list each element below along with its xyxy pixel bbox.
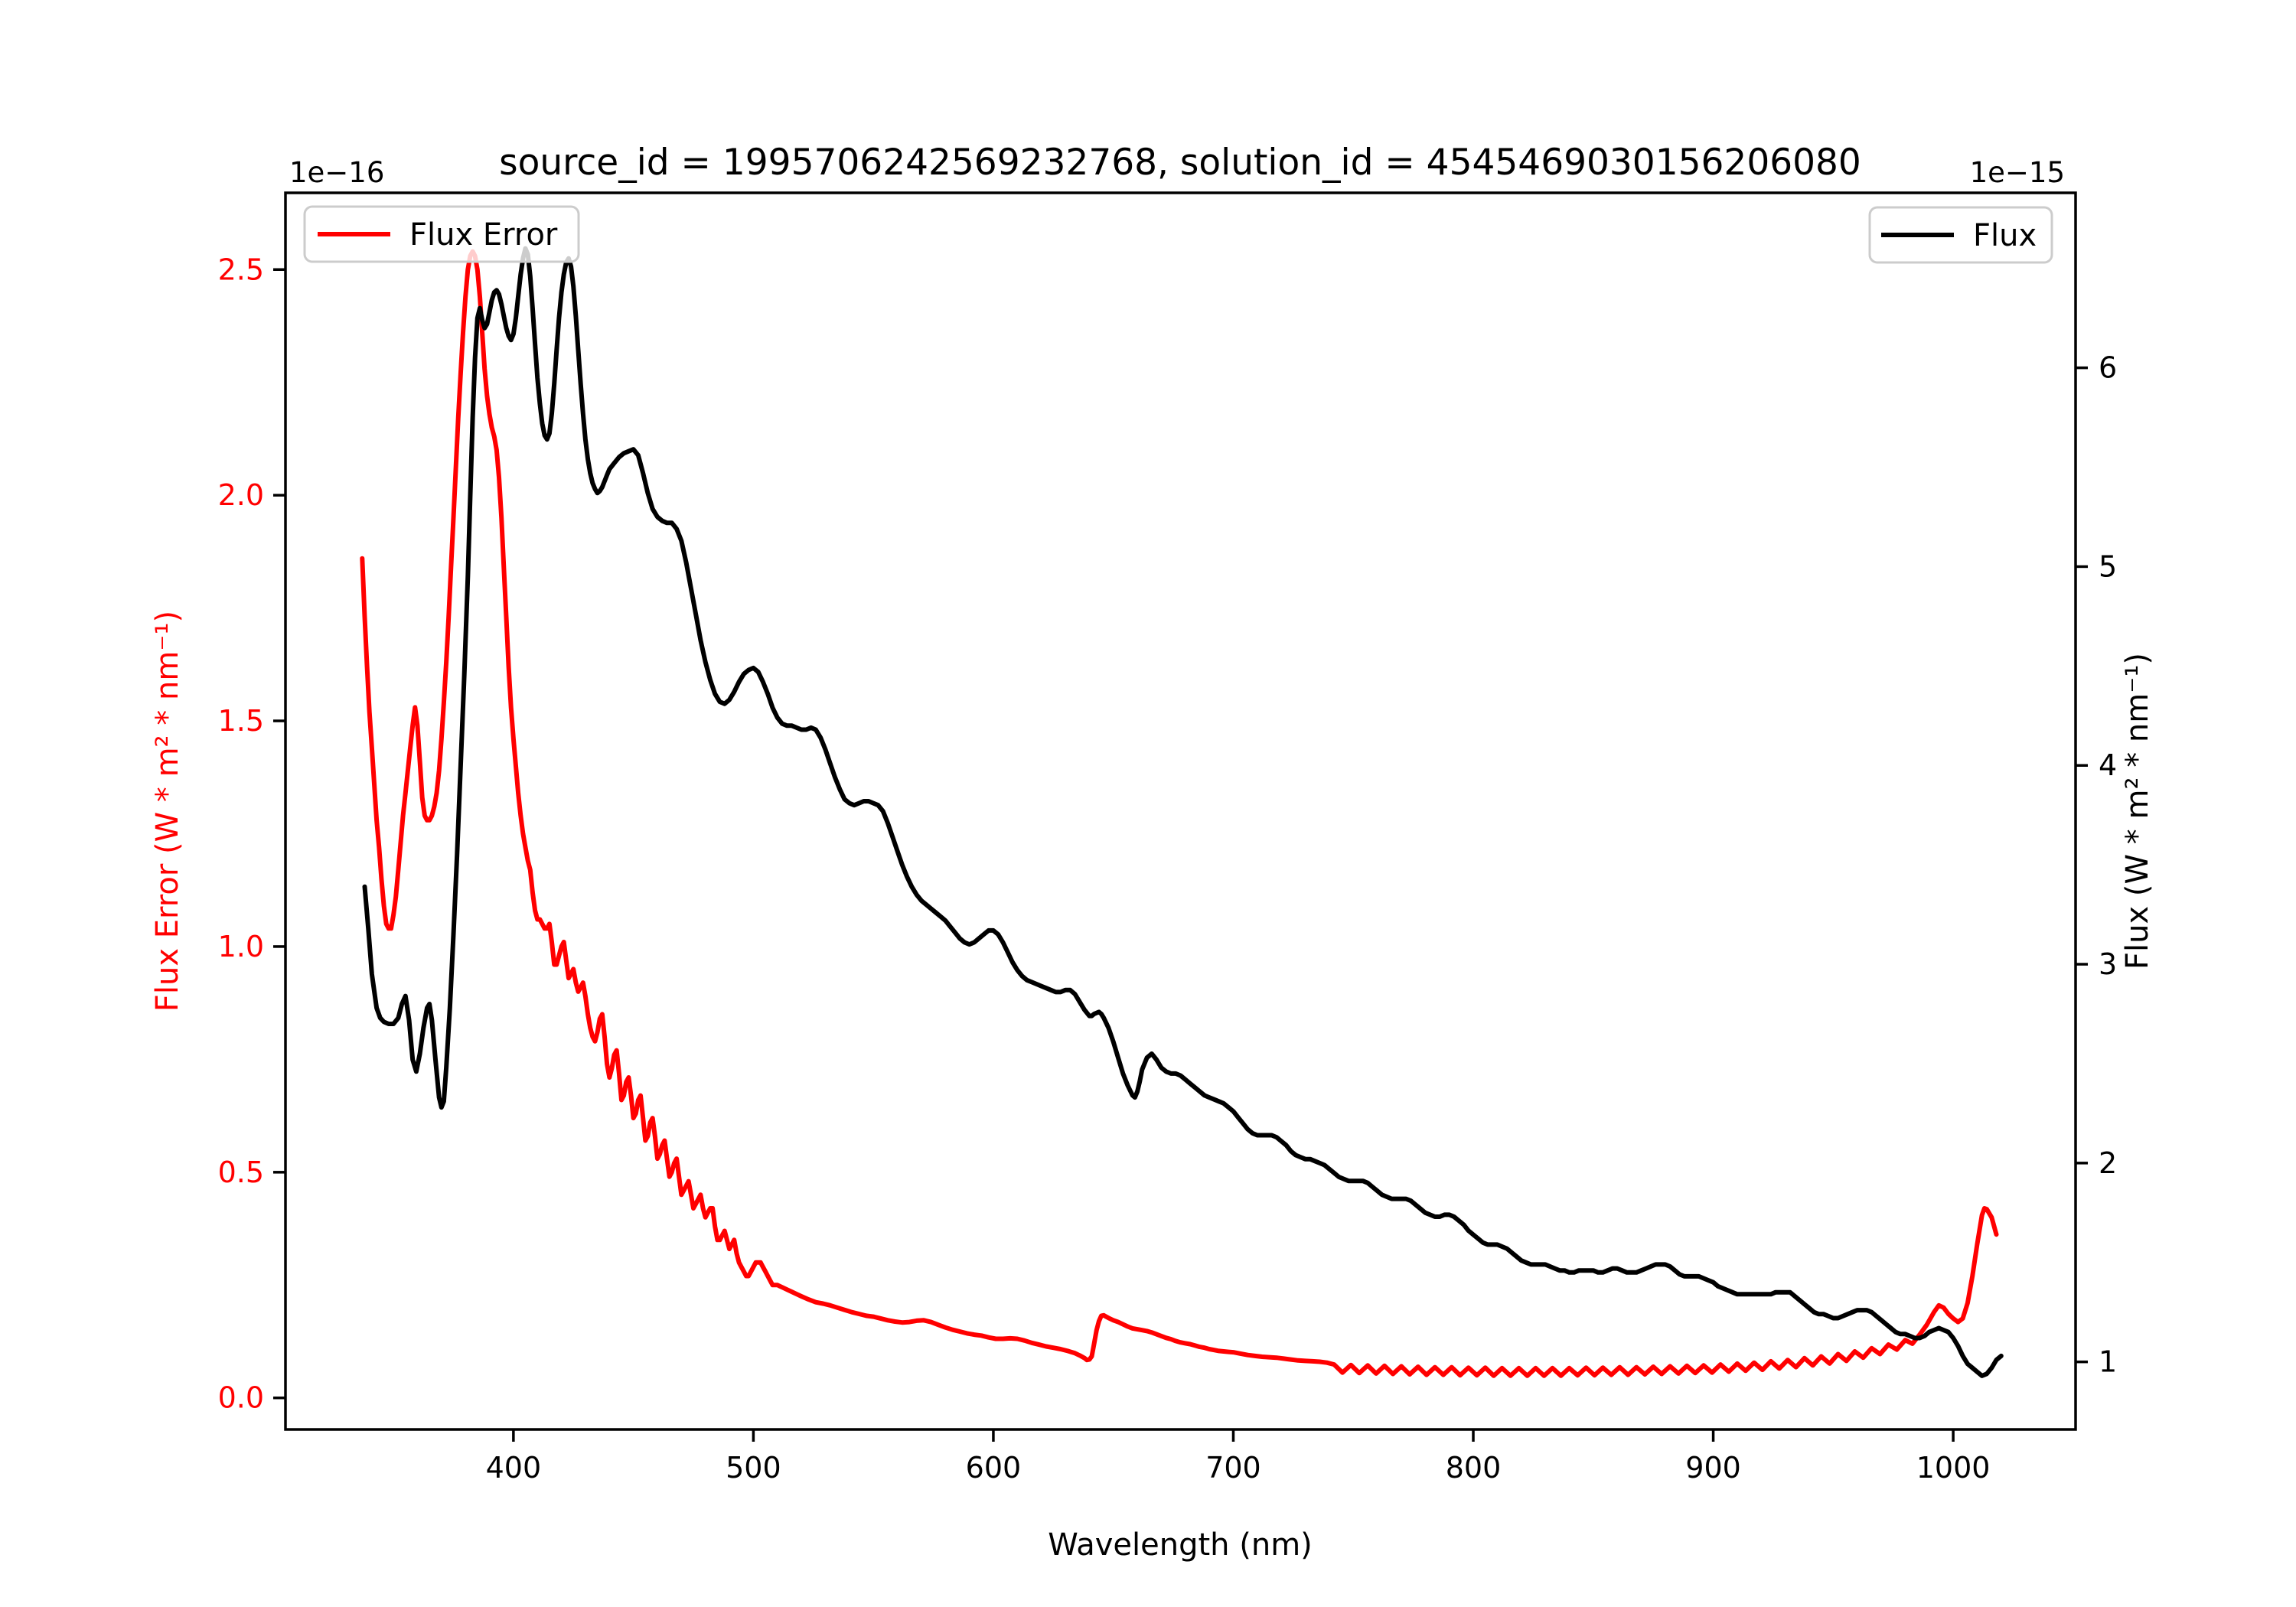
x-tick-label: 600: [966, 1451, 1022, 1485]
left-tick-label: 1.5: [218, 704, 264, 738]
right-axis-ticks: 1 2 3 4 5 6: [2076, 351, 2117, 1379]
right-tick-label: 4: [2099, 748, 2117, 782]
left-offset-label: 1e−16: [289, 156, 384, 189]
x-axis-ticks: 400 500 600 700 800 900 1000: [486, 1429, 1991, 1485]
x-tick-label: 1000: [1916, 1451, 1991, 1485]
left-y-axis-label: Flux Error (W * m² * nm⁻¹): [150, 611, 185, 1012]
chart-title: source_id = 1995706242569232768, solutio…: [499, 142, 1861, 184]
left-tick-label: 0.0: [218, 1381, 264, 1415]
x-tick-label: 400: [486, 1451, 542, 1485]
x-tick-label: 500: [726, 1451, 781, 1485]
right-tick-label: 5: [2099, 549, 2117, 583]
left-tick-label: 0.5: [218, 1156, 264, 1189]
left-tick-label: 2.0: [218, 478, 264, 512]
right-tick-label: 2: [2099, 1146, 2117, 1180]
flux-line: [362, 246, 2004, 1378]
left-tick-label: 2.5: [218, 253, 264, 286]
legend-flux-label: Flux: [1973, 218, 2037, 253]
legend-flux-error: Flux Error: [303, 205, 580, 263]
x-axis-label: Wavelength (nm): [1048, 1527, 1313, 1563]
right-tick-label: 1: [2099, 1345, 2117, 1379]
right-tick-label: 6: [2099, 351, 2117, 385]
flux-error-line: [360, 249, 1999, 1378]
legend-flux-error-box: [303, 205, 580, 263]
left-tick-label: 1.0: [218, 930, 264, 963]
x-tick-label: 700: [1205, 1451, 1261, 1485]
legend-flux-box: [1868, 206, 2053, 264]
right-tick-label: 3: [2099, 947, 2117, 981]
legend-flux-error-label: Flux Error: [409, 217, 558, 253]
right-y-axis-label: Flux (W * m² * nm⁻¹): [2120, 653, 2155, 970]
legend-flux: Flux: [1868, 206, 2053, 264]
plot-frame: [284, 191, 2077, 1431]
left-axis-ticks: 0.0 0.5 1.0 1.5 2.0 2.5: [218, 253, 285, 1415]
x-tick-label: 900: [1685, 1451, 1741, 1485]
x-tick-label: 800: [1446, 1451, 1502, 1485]
right-offset-label: 1e−15: [1970, 156, 2065, 189]
